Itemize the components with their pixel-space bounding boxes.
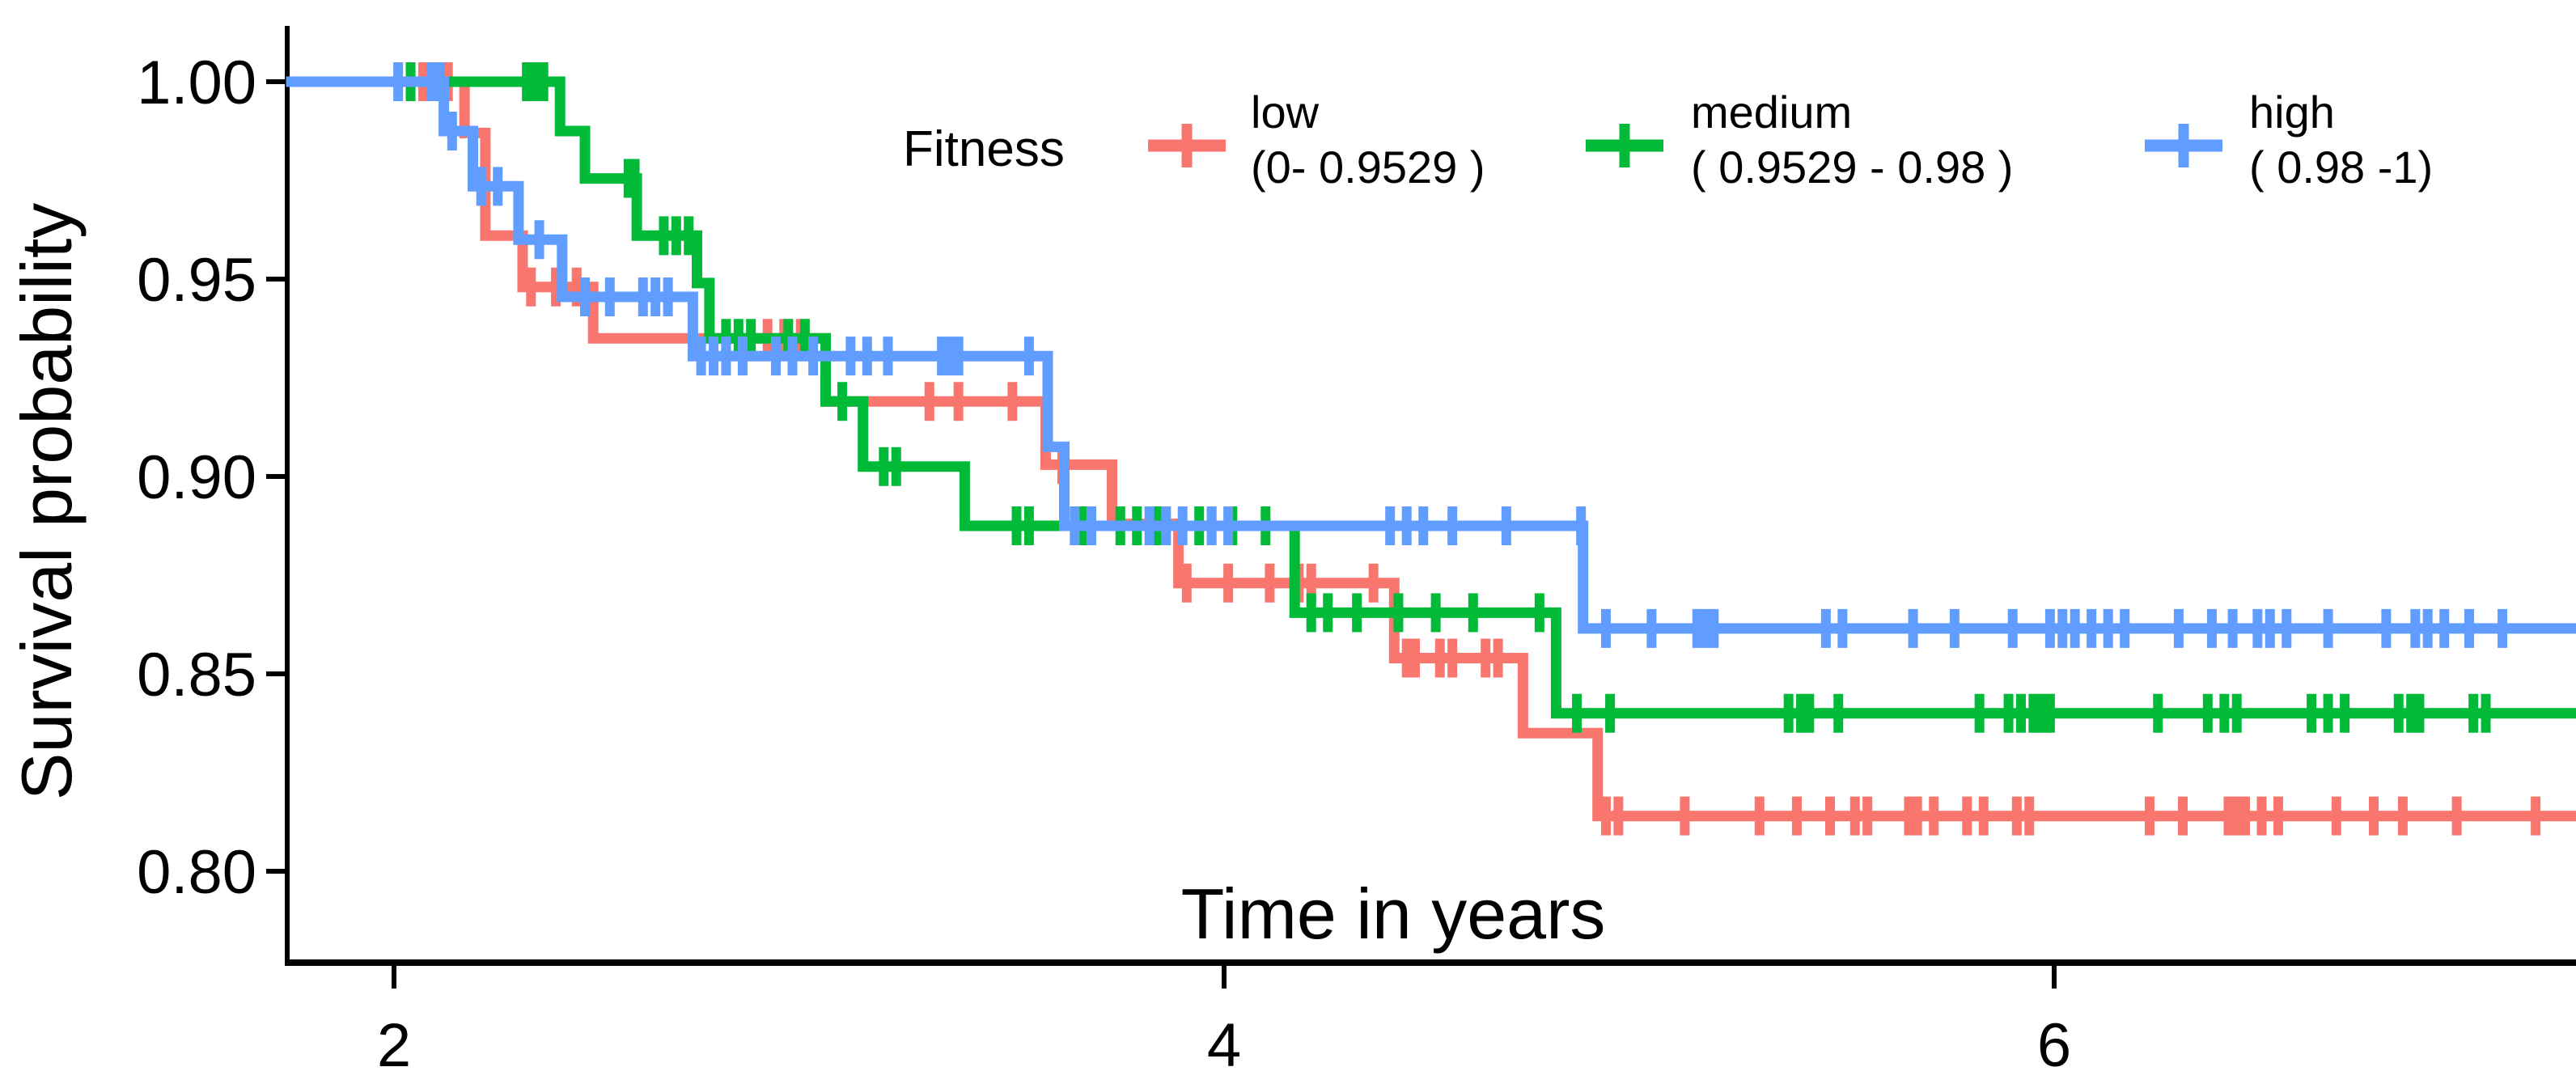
axes: 1.00 0.95 0.90 0.85 0.80 2 4 6 [137, 26, 2576, 1080]
x-tick-label: 2 [377, 1011, 411, 1080]
x-tick-label: 6 [2037, 1011, 2071, 1080]
legend-entry-range: (0- 0.9529 ) [1251, 142, 1485, 193]
x-axis-title: Time in years [1181, 874, 1606, 954]
legend-entry-name: high [2249, 87, 2335, 138]
legend: Fitness low(0- 0.9529 ) medium( 0.9529 - … [903, 87, 2433, 193]
legend-entry-medium: medium( 0.9529 - 0.98 ) [1586, 87, 2013, 193]
legend-entry-range: ( 0.98 -1) [2249, 142, 2433, 193]
series-layer [286, 62, 2576, 836]
legend-title: Fitness [903, 121, 1065, 177]
x-tick-label: 4 [1207, 1011, 1241, 1080]
series-medium-line [286, 76, 2576, 719]
y-tick-label: 1.00 [137, 49, 256, 117]
y-axis-title: Survival probability [6, 203, 87, 801]
legend-entry-low: low(0- 0.9529 ) [1148, 87, 1485, 193]
y-tick-label: 0.90 [137, 443, 256, 512]
legend-entry-name: medium [1691, 87, 1852, 138]
legend-entry-name: low [1251, 87, 1320, 138]
legend-entries: low(0- 0.9529 ) medium( 0.9529 - 0.98 ) hi… [1148, 87, 2433, 193]
y-tick-label: 0.95 [137, 246, 256, 315]
y-tick-label: 0.85 [137, 641, 256, 709]
legend-entry-high: high( 0.98 -1) [2145, 87, 2433, 193]
legend-entry-range: ( 0.9529 - 0.98 ) [1691, 142, 2013, 193]
y-tick-label: 0.80 [137, 838, 256, 907]
